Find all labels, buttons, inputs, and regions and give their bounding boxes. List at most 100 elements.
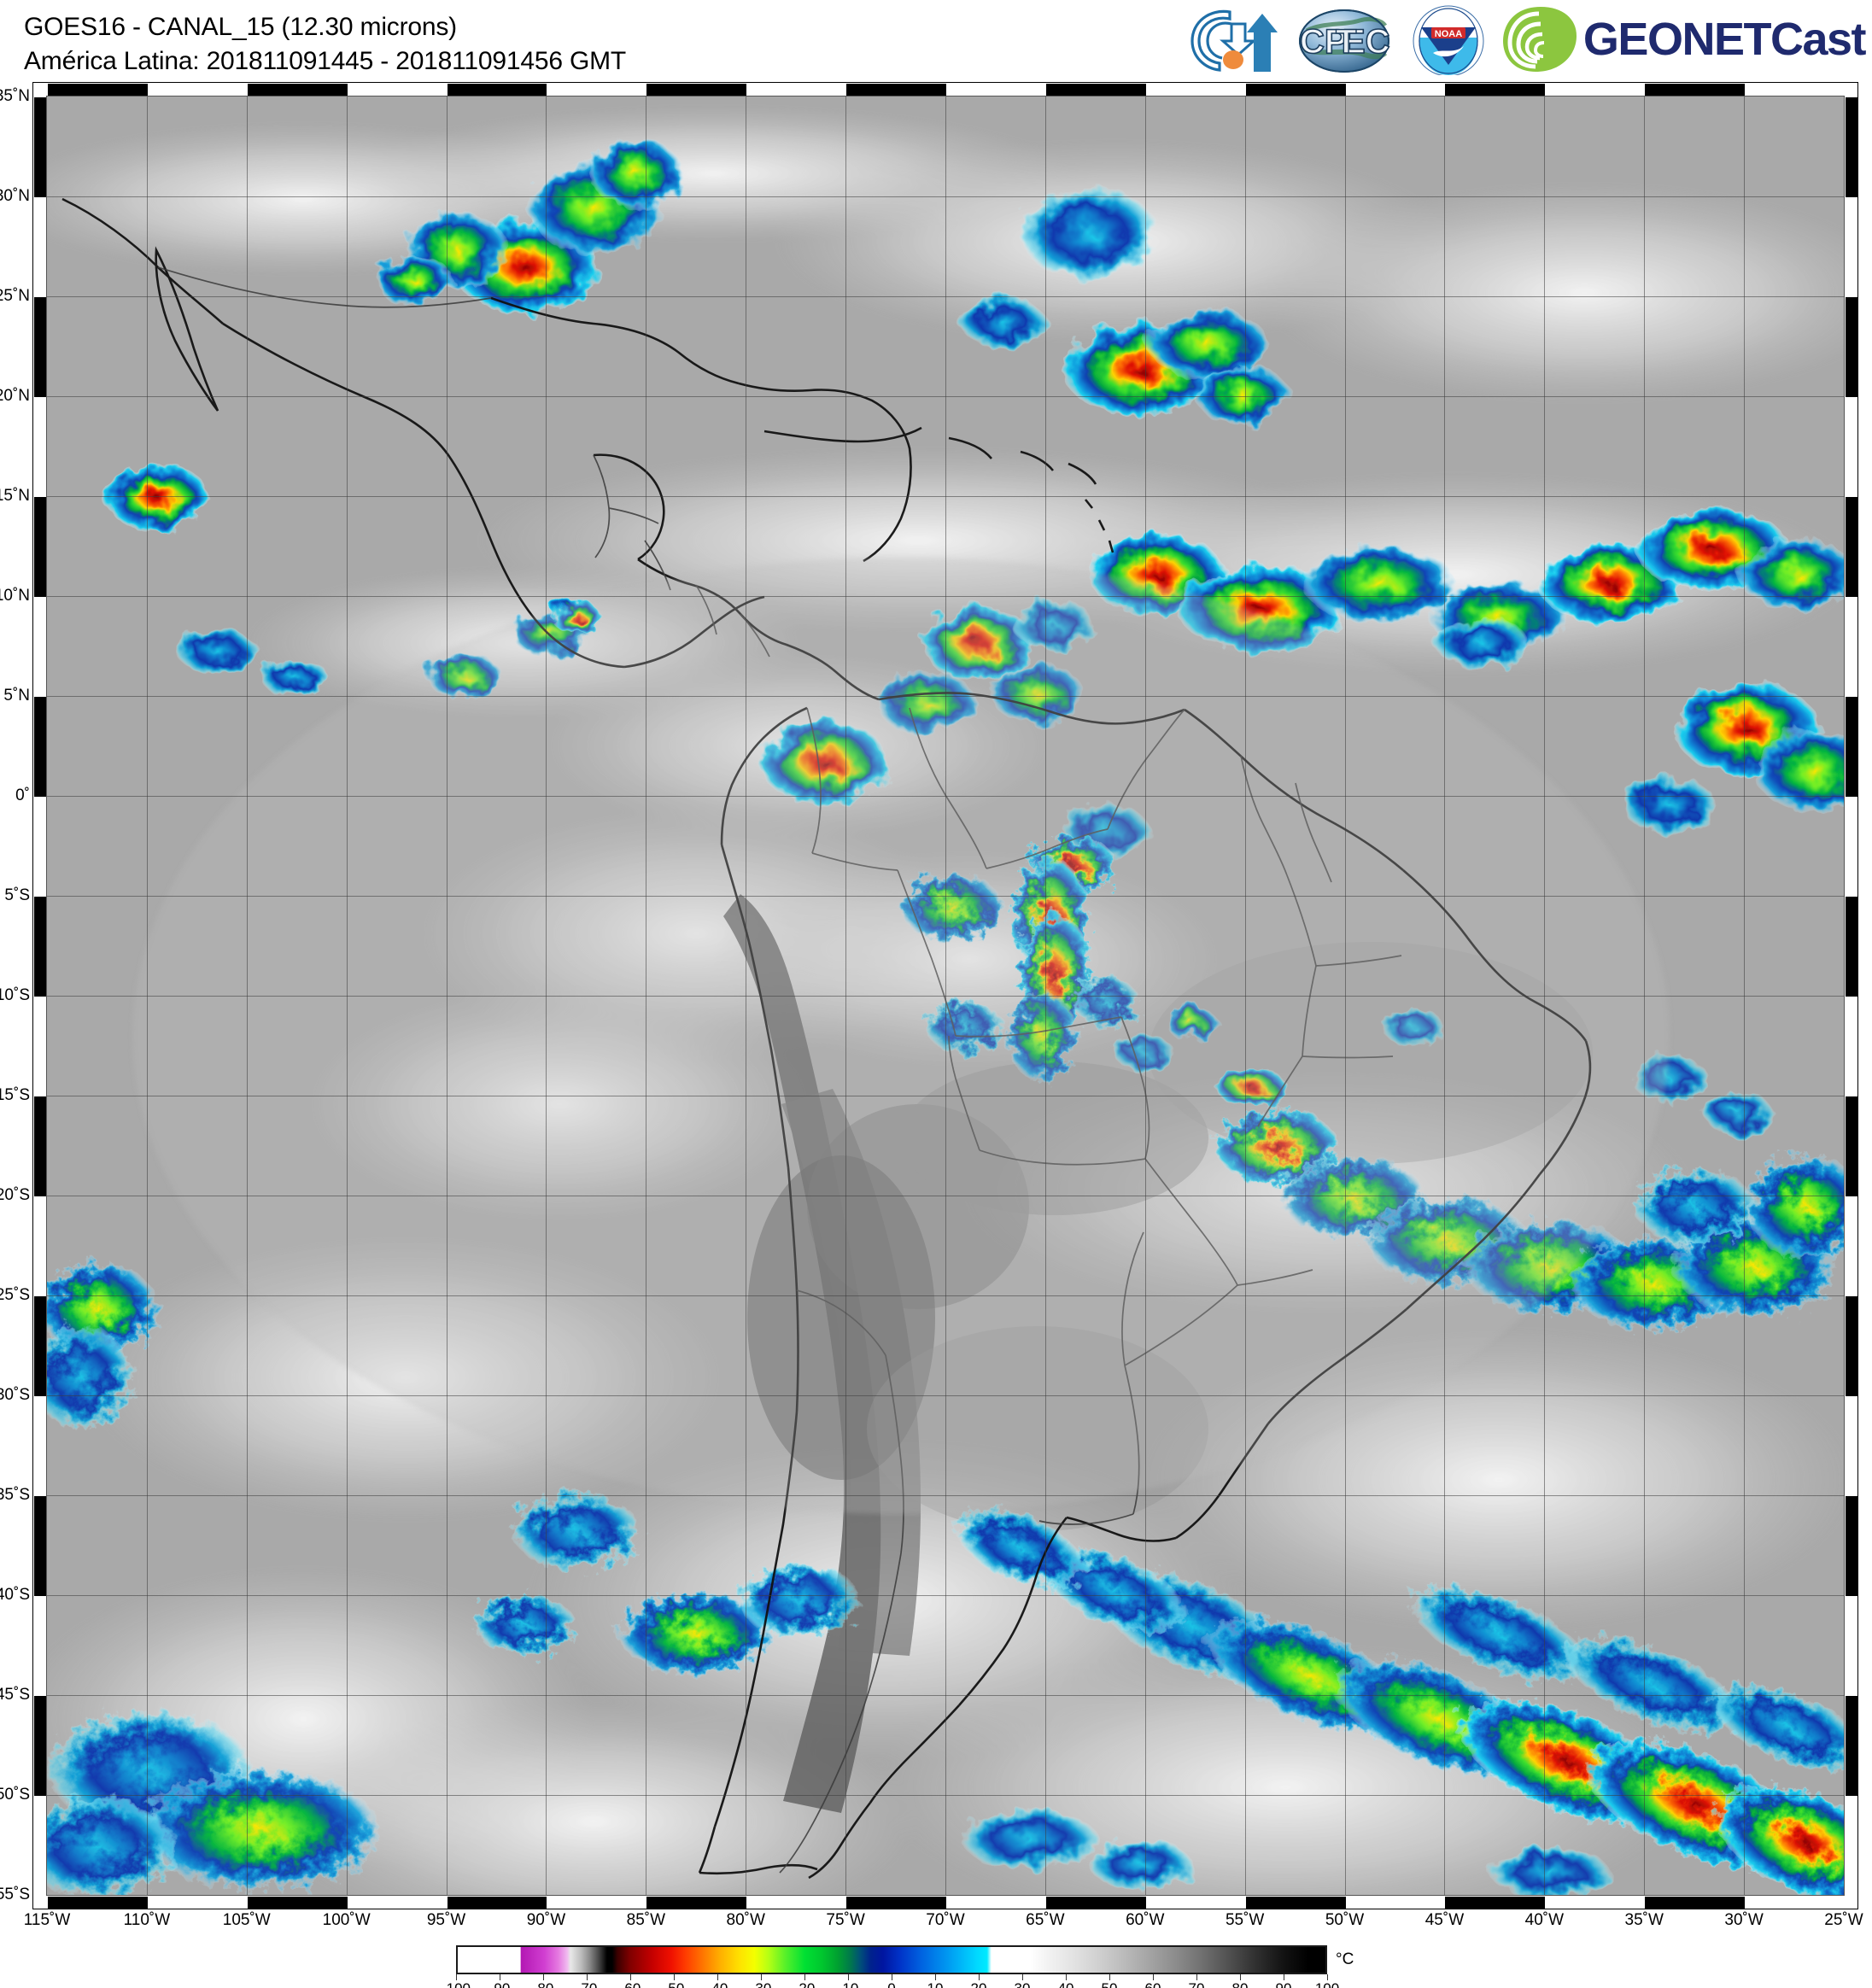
latitude-tick-label: 15˚N (0, 487, 30, 505)
longitude-tick-label: 70˚W (926, 1911, 965, 1929)
title-block: GOES16 - CANAL_15 (12.30 microns) Améric… (24, 10, 626, 79)
frame-tick-top (247, 84, 348, 96)
latitude-tick-label: 30˚N (0, 187, 30, 205)
colorbar-tick-label: 50 (1102, 1980, 1118, 1988)
frame-tick-left (34, 297, 47, 397)
frame-tick-bottom (247, 1897, 348, 1909)
latitude-tick-label: 45˚S (0, 1686, 30, 1704)
longitude-axis: 115˚W 110˚W 105˚W 100˚W 95˚W 90˚W 85˚W 80˚W 75˚W… (24, 1911, 1863, 1940)
geonetcast-logo: GEONETCast (1501, 3, 1867, 75)
logo-bar: CP EC T NOAA (1180, 2, 1867, 77)
longitude-tick-label: 95˚W (426, 1911, 466, 1929)
frame-tick-bottom (1445, 1897, 1546, 1909)
longitude-tick-label: 110˚W (123, 1911, 171, 1929)
frame-tick-left (34, 97, 47, 197)
colorbar-tick (979, 1974, 980, 1980)
frame-tick-right (1846, 297, 1858, 397)
colorbar-tick-label: -100 (442, 1980, 471, 1988)
parallel-line (47, 1395, 1844, 1396)
colorbar-tick-label: -10 (838, 1980, 859, 1988)
colorbar-tick (1153, 1974, 1154, 1980)
frame-tick-left (34, 497, 47, 597)
colorbar-tick-label: 80 (1232, 1980, 1249, 1988)
colorbar-tick (848, 1974, 849, 1980)
colorbar-tick-label: -30 (751, 1980, 772, 1988)
colorbar-tick-label: -70 (576, 1980, 598, 1988)
longitude-tick-label: 30˚W (1724, 1911, 1764, 1929)
latitude-tick-label: 5˚S (4, 886, 30, 904)
colorbar-tick (543, 1974, 544, 1980)
cptec-logo: CP EC T (1293, 3, 1395, 75)
longitude-tick-label: 115˚W (23, 1911, 71, 1929)
frame-tick-top (1045, 84, 1146, 96)
colorbar-gradient (456, 1945, 1327, 1974)
frame-tick-left (34, 1096, 47, 1196)
longitude-tick-label: 65˚W (1026, 1911, 1065, 1929)
longitude-tick-label: 100˚W (322, 1911, 371, 1929)
colorbar-tick (456, 1974, 457, 1980)
longitude-tick-label: 90˚W (526, 1911, 566, 1929)
parallel-line (47, 1795, 1844, 1796)
parallel-line (47, 496, 1844, 497)
longitude-tick-label: 55˚W (1225, 1911, 1265, 1929)
longitude-tick-label: 105˚W (222, 1911, 271, 1929)
colorbar-tick (717, 1974, 718, 1980)
colorbar: °C -100-90-80-70-60-50-40-30-20-10010203… (442, 1945, 1354, 1988)
frame-tick-left (34, 697, 47, 797)
frame-tick-left (34, 1296, 47, 1396)
latitude-tick-label: 35˚N (0, 87, 30, 105)
colorbar-tick-label: -40 (707, 1980, 728, 1988)
parallel-line (47, 1695, 1844, 1696)
colorbar-tick (1196, 1974, 1197, 1980)
latitude-tick-label: 10˚N (0, 587, 30, 605)
noaa-logo: NOAA (1407, 3, 1489, 77)
latitude-tick-label: 25˚N (0, 287, 30, 305)
parallel-line (47, 696, 1844, 697)
parallel-line (47, 1595, 1844, 1596)
colorbar-tick (1327, 1974, 1328, 1980)
colorbar-tick-label: 30 (1015, 1980, 1031, 1988)
frame-tick-top (1645, 84, 1746, 96)
frame-tick-right (1846, 1696, 1858, 1796)
colorbar-tick (935, 1974, 936, 1980)
frame-tick-bottom (1245, 1897, 1346, 1909)
frame-tick-right (1846, 1296, 1858, 1396)
svg-text:EC: EC (1343, 23, 1390, 61)
colorbar-tick-label: 20 (971, 1980, 987, 1988)
geonetcast-mark (1502, 7, 1577, 72)
colorbar-tick-label: -60 (620, 1980, 641, 1988)
frame-tick-left (34, 1496, 47, 1596)
frame-tick-right (1846, 897, 1858, 997)
longitude-tick-label: 75˚W (826, 1911, 865, 1929)
longitude-tick-label: 80˚W (726, 1911, 765, 1929)
map-canvas (32, 82, 1858, 1909)
colorbar-tick (1240, 1974, 1241, 1980)
longitude-tick-label: 45˚W (1424, 1911, 1465, 1929)
parallel-line (47, 1495, 1844, 1496)
colorbar-tick (804, 1974, 805, 1980)
title-line-product: GOES16 - CANAL_15 (12.30 microns) (24, 13, 457, 41)
latitude-axis: 35˚N 30˚N 25˚N 20˚N 15˚N 10˚N 5˚N 0˚ 5˚S 10˚S 15˚S… (0, 82, 32, 1909)
parallel-line (47, 296, 1844, 297)
colorbar-tick-label: 40 (1058, 1980, 1074, 1988)
frame-tick-bottom (48, 1897, 148, 1909)
colorbar-tick-label: -50 (664, 1980, 685, 1988)
colorbar-tick-label: 100 (1315, 1980, 1339, 1988)
frame-tick-top (646, 84, 747, 96)
svg-text:NOAA: NOAA (1435, 29, 1462, 39)
svg-text:T: T (1336, 23, 1356, 61)
title-line-region-time: América Latina: 201811091445 - 201811091… (24, 47, 626, 76)
latitude-tick-label: 25˚S (0, 1286, 30, 1304)
longitude-tick-label: 60˚W (1126, 1911, 1165, 1929)
colorbar-tick-label: -80 (533, 1980, 554, 1988)
colorbar-unit-label: °C (1336, 1950, 1354, 1968)
colorbar-tick-label: 10 (927, 1980, 944, 1988)
frame-tick-top (447, 84, 547, 96)
parallel-line (47, 1295, 1844, 1296)
latitude-tick-label: 5˚N (3, 687, 30, 705)
frame-tick-right (1846, 1096, 1858, 1196)
map-image (46, 96, 1845, 1896)
longitude-tick-label: 50˚W (1325, 1911, 1365, 1929)
frame-tick-top (1245, 84, 1346, 96)
